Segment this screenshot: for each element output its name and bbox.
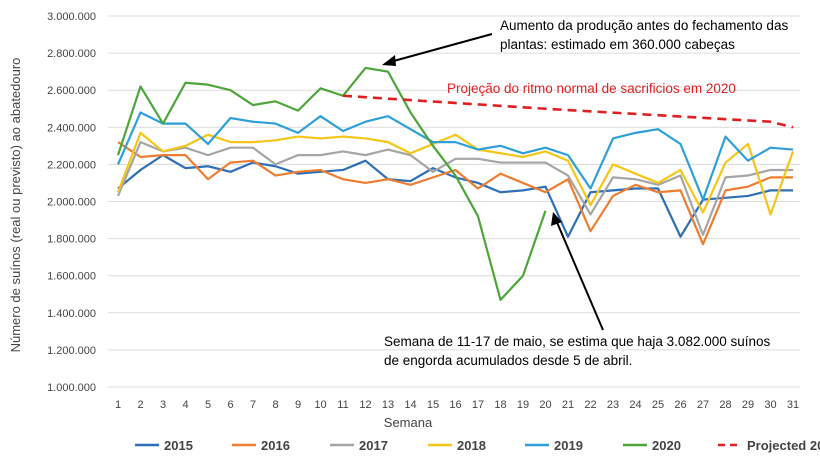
x-tick-label: 23 — [607, 399, 619, 411]
x-tick-label: 6 — [227, 399, 233, 411]
series-lines — [116, 66, 795, 301]
arrow-down-head — [551, 212, 562, 226]
y-tick-label: 2.000.000 — [47, 197, 96, 209]
x-tick-label: 12 — [359, 399, 371, 411]
x-tick-label: 27 — [697, 399, 709, 411]
y-tick-label: 3.000.000 — [47, 11, 96, 23]
x-tick-label: 9 — [295, 399, 301, 411]
series-line-2019 — [116, 111, 794, 201]
x-tick-label: 22 — [584, 399, 596, 411]
x-tick-label: 5 — [205, 399, 211, 411]
y-tick-label: 1.200.000 — [47, 345, 96, 357]
y-tick-label: 1.600.000 — [47, 271, 96, 283]
y-tick-label: 1.000.000 — [47, 382, 96, 394]
annotation-1-line-1: Aumento da produção antes do fechamento … — [500, 18, 788, 33]
legend-label: 2020 — [652, 438, 681, 453]
x-tick-label: 15 — [427, 399, 439, 411]
y-tick-label: 2.200.000 — [47, 159, 96, 171]
annotation-arrows — [382, 33, 604, 331]
x-tick-label: 3 — [160, 399, 166, 411]
x-tick-label: 28 — [719, 399, 731, 411]
x-tick-label: 18 — [494, 399, 506, 411]
x-tick-label: 14 — [404, 399, 416, 411]
x-tick-label: 10 — [314, 399, 326, 411]
y-axis-ticks: 1.000.000 1.200.000 1.400.000 1.600.000 1.80… — [47, 11, 96, 394]
legend: 2015 2016 2017 2018 2019 2020 Projected 2020 — [135, 438, 820, 453]
x-tick-label: 26 — [674, 399, 686, 411]
x-tick-label: 30 — [764, 399, 776, 411]
series-line-2017 — [116, 141, 793, 236]
annotation-3-line-2: de engorda acumulados desde 5 de abril. — [384, 353, 632, 368]
y-tick-label: 2.600.000 — [47, 85, 96, 97]
legend-label: 2019 — [554, 438, 583, 453]
legend-label: 2016 — [261, 438, 290, 453]
series-line-2018 — [116, 131, 795, 216]
x-tick-label: 31 — [787, 399, 799, 411]
series-line-2020 — [116, 66, 547, 301]
legend-label: Projected 2020 — [747, 438, 820, 453]
x-tick-label: 29 — [742, 399, 754, 411]
annotation-1-line-2: plantas: estimado em 360.000 cabeças — [500, 37, 735, 52]
x-tick-label: 21 — [562, 399, 574, 411]
arrow-down — [555, 219, 604, 331]
x-tick-label: 7 — [250, 399, 256, 411]
x-tick-label: 4 — [182, 399, 188, 411]
x-axis-label: Semana — [384, 415, 433, 430]
y-axis-label: Número de suínos (real ou previsto) ao a… — [8, 58, 23, 353]
x-tick-label: 8 — [272, 399, 278, 411]
x-axis-ticks: 1 2 3 4 5 6 7 8 9 10 11 12 13 14 15 16 17 18 19 20 21 22 23 24 2… — [115, 399, 799, 411]
y-tick-label: 1.400.000 — [47, 308, 96, 320]
legend-label: 2018 — [457, 438, 486, 453]
gridlines — [108, 15, 800, 388]
series-line-2015 — [117, 154, 793, 238]
annotation-3-line-1: Semana de 11-17 de maio, se estima que h… — [384, 334, 771, 349]
y-tick-label: 2.400.000 — [47, 122, 96, 134]
arrow-up-head — [382, 55, 396, 66]
annotation-2: Projeção do ritmo normal de sacrificios … — [447, 81, 736, 96]
x-tick-label: 24 — [629, 399, 641, 411]
series-line-projected-2020 — [342, 94, 794, 129]
x-tick-label: 17 — [472, 399, 484, 411]
x-tick-label: 16 — [449, 399, 461, 411]
legend-label: 2015 — [164, 438, 193, 453]
x-tick-label: 20 — [539, 399, 551, 411]
y-tick-label: 2.800.000 — [47, 48, 96, 60]
x-tick-label: 1 — [115, 399, 121, 411]
x-tick-label: 25 — [652, 399, 664, 411]
x-tick-label: 2 — [137, 399, 143, 411]
arrow-up — [389, 33, 493, 63]
x-tick-label: 13 — [382, 399, 394, 411]
legend-label: 2017 — [359, 438, 388, 453]
x-tick-label: 19 — [517, 399, 529, 411]
series-line-2016 — [117, 141, 793, 246]
x-tick-label: 11 — [337, 399, 348, 411]
y-tick-label: 1.800.000 — [47, 234, 96, 246]
